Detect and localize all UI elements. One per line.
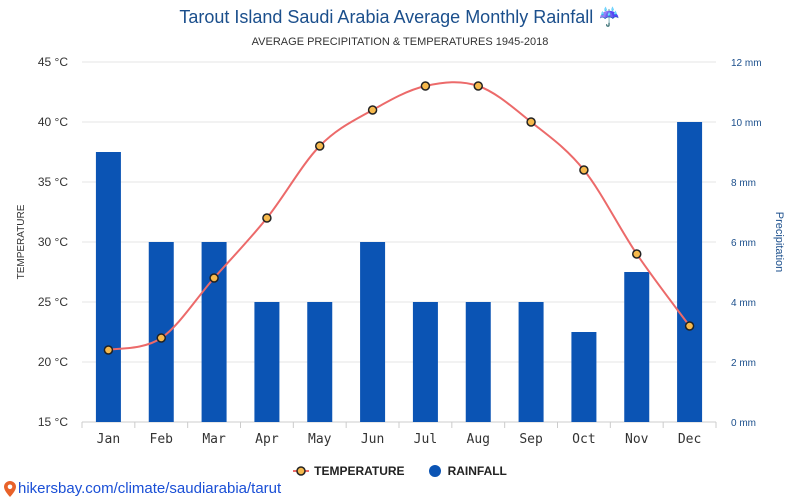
y-left-tick-label: 20 °C [38,355,68,369]
y-right-tick-label: 0 mm [731,418,756,429]
y-left-tick-label: 25 °C [38,295,68,309]
rainfall-bar [465,302,491,422]
x-tick-label: Feb [150,432,174,447]
y-left-tick-label: 30 °C [38,235,68,249]
temperature-point [473,81,483,91]
temperature-point [315,141,325,151]
temperature-point [526,117,536,127]
rainfall-bar [95,152,121,422]
x-tick-label: Aug [467,432,490,447]
x-tick-label: Jun [361,432,384,447]
rainfall-bar [624,272,650,422]
rainfall-bar [360,242,386,422]
temperature-point [684,321,695,331]
y-right-tick-label: 12 mm [731,58,762,69]
rainfall-bar [201,242,227,422]
x-tick-label: Dec [678,432,701,447]
temperature-point [103,345,114,355]
y-right-axis-title: Precipitation [773,212,785,273]
rainfall-bar [412,302,438,422]
x-tick-label: Nov [625,432,649,447]
x-tick-label: May [308,432,332,447]
temperature-point [262,213,272,223]
temperature-point [156,333,166,343]
y-left-tick-label: 40 °C [38,115,68,129]
y-right-tick-label: 8 mm [731,178,756,189]
rainfall-bar [518,302,544,422]
x-tick-label: Jan [97,432,120,447]
temperature-point [632,249,642,259]
legend-label-temperature: TEMPERATURE [314,464,405,478]
chart-title: Tarout Island Saudi Arabia Average Month… [179,7,621,27]
y-right-tick-label: 10 mm [731,118,762,129]
y-left-tick-label: 35 °C [38,175,68,189]
chart-plot: 45 °C 40 °C 35 °C 30 °C 25 °C 20 °C 15 °C 12 mm… [16,55,785,447]
source-link[interactable]: hikersbay.com/climate/saudiarabia/tarut [4,480,281,497]
temperature-point [420,81,431,91]
chart-subtitle: AVERAGE PRECIPITATION & TEMPERATURES 194… [251,36,549,48]
rainfall-bar [677,122,703,422]
temperature-point [209,273,219,283]
rainfall-bar [307,302,333,422]
legend-item-temperature[interactable]: TEMPERATURE [293,464,405,478]
y-right-tick-label: 6 mm [731,238,756,249]
x-tick-label: Oct [572,432,595,447]
temperature-point [579,165,589,175]
y-left-tick-label: 45 °C [38,55,68,69]
legend-item-rainfall[interactable]: RAINFALL [427,464,507,478]
y-right-tick-label: 4 mm [731,298,756,309]
rainfall-bar [571,332,597,422]
source-url[interactable]: hikersbay.com/climate/saudiarabia/tarut [18,480,282,497]
temperature-line [108,81,691,351]
temperature-point [367,105,378,115]
x-tick-label: Sep [519,432,543,447]
rainfall-marker-icon [428,465,441,477]
x-tick-label: Mar [202,432,226,447]
y-left-tick-label: 15 °C [38,415,68,429]
x-tick-label: Jul [414,432,437,447]
chart-legend: TEMPERATURE RAINFALL [0,464,800,478]
legend-label-rainfall: RAINFALL [447,464,507,478]
y-right-tick-label: 2 mm [731,358,756,369]
y-left-axis-title: TEMPERATURE [16,204,27,279]
rainfall-bar [254,302,280,422]
temperature-marker-icon [293,466,310,476]
map-pin-icon [4,480,16,497]
x-tick-label: Apr [255,432,279,447]
